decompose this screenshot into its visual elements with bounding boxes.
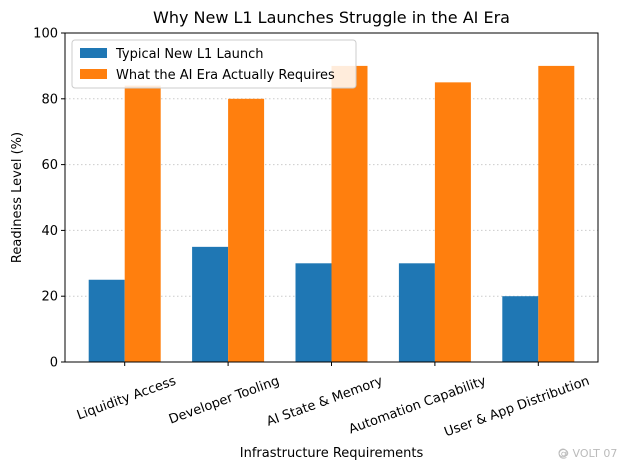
bar-typical-1 xyxy=(192,246,229,362)
bar-typical-2 xyxy=(295,263,332,362)
bar-typical-4 xyxy=(502,296,539,362)
x-axis-label: Infrastructure Requirements xyxy=(240,446,424,461)
y-axis-label: Readiness Level (%) xyxy=(10,132,25,263)
bar-required-2 xyxy=(331,65,368,363)
watermark-logo-icon xyxy=(558,448,568,458)
y-tick-label: 60 xyxy=(41,158,58,173)
watermark-text: @ VOLT 07 xyxy=(558,447,617,460)
bar-required-3 xyxy=(434,82,471,362)
legend: Typical New L1 Launch What the AI Era Act… xyxy=(71,39,357,89)
chart-title: Why New L1 Launches Struggle in the AI E… xyxy=(153,8,510,27)
legend-label: What the AI Era Actually Requires xyxy=(116,68,335,83)
legend-swatch xyxy=(80,48,107,58)
y-axis: 0 20 40 60 80 100 xyxy=(33,27,65,371)
y-tick-label: 40 xyxy=(41,224,58,239)
bar-required-1 xyxy=(228,98,265,363)
y-tick-label: 80 xyxy=(41,92,58,107)
bar-required-0 xyxy=(124,85,161,362)
watermark: @ VOLT 07 xyxy=(558,447,617,460)
bar-typical-3 xyxy=(398,263,435,362)
y-tick-label: 20 xyxy=(41,290,58,305)
y-tick-label: 100 xyxy=(33,27,58,42)
legend-label: Typical New L1 Launch xyxy=(115,47,264,62)
x-tick-label: Liquidity Access xyxy=(75,374,178,424)
legend-swatch xyxy=(80,69,107,79)
bar-required-4 xyxy=(538,65,575,363)
x-tick-label: Developer Tooling xyxy=(167,374,281,428)
bars xyxy=(88,65,575,363)
legend-box xyxy=(71,39,357,89)
bar-typical-0 xyxy=(88,279,125,362)
y-tick-label: 0 xyxy=(50,356,58,371)
